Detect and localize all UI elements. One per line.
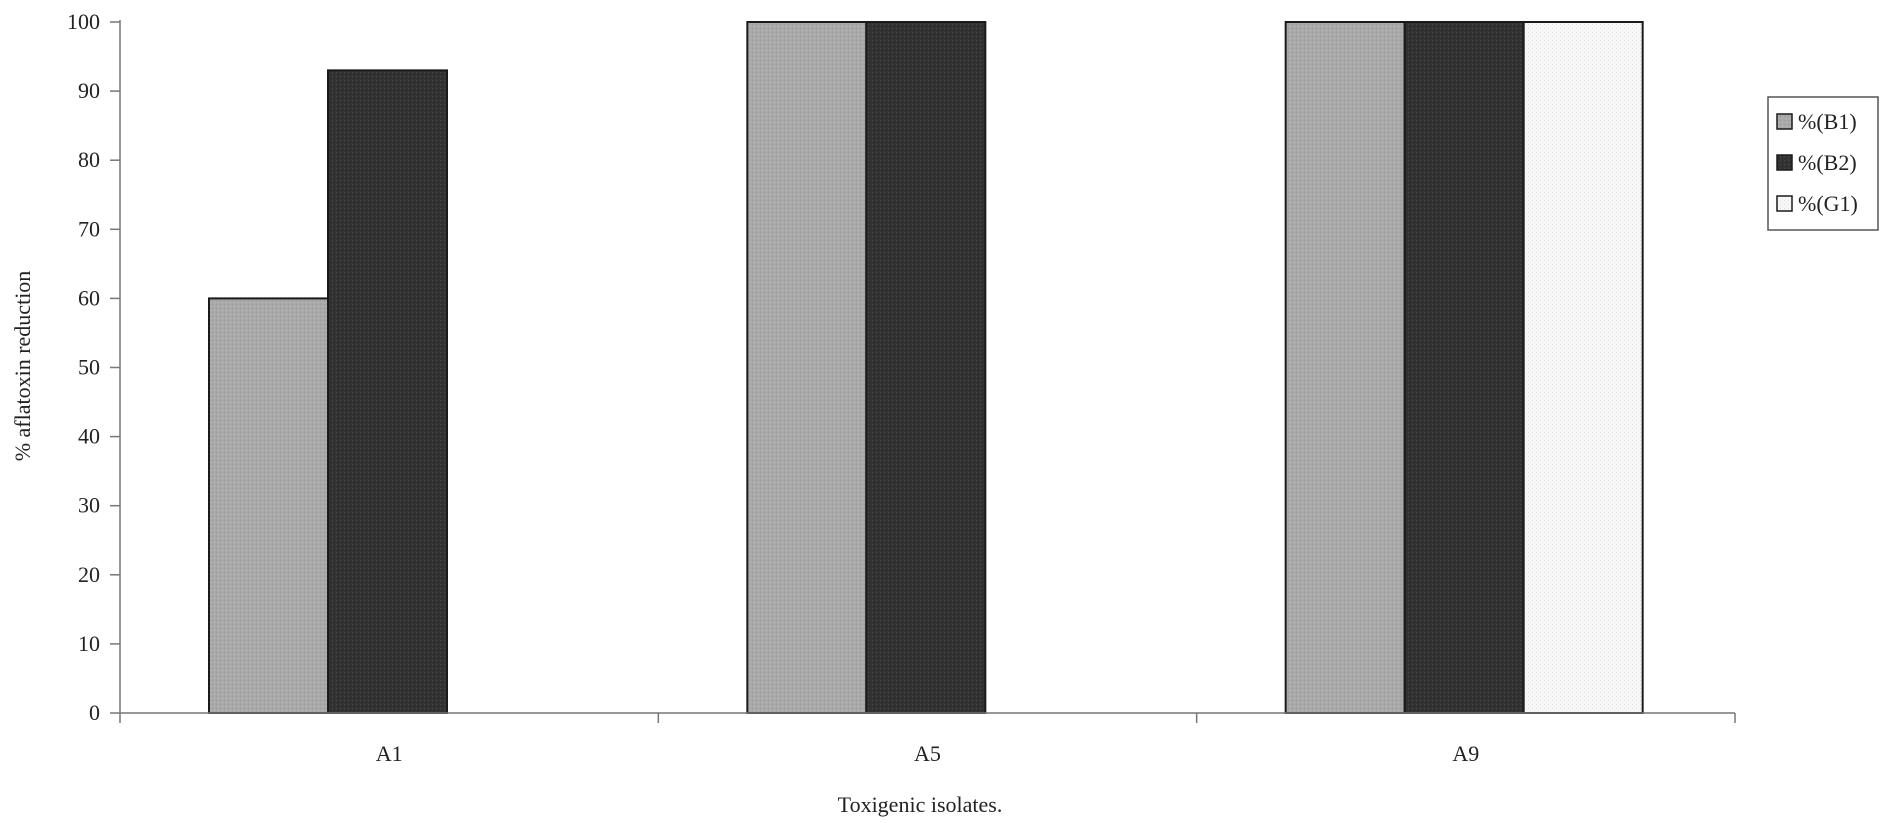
bar-a9-series-2 [1403,21,1525,714]
y-axis: 0 10 20 30 40 50 60 70 80 90 100 [67,9,121,725]
bar-a9-series-3 [1522,21,1644,714]
legend-label: %(G1) [1798,191,1858,216]
y-tick-label: 70 [78,216,100,241]
y-tick-label: 60 [78,285,100,310]
legend-label: %(B1) [1798,109,1857,134]
y-tick-label: 10 [78,631,100,656]
legend-swatch [1776,195,1793,212]
legend-swatch [1776,113,1793,130]
bar-a5-series-1 [746,21,868,714]
x-axis: A1 A5 A9 [119,712,1736,766]
bar-a5-series-2 [865,21,987,714]
bar-a9-series-1 [1284,21,1406,714]
y-tick-label: 80 [78,147,100,172]
bar-a1-series-1 [208,297,329,714]
y-tick-label: 50 [78,355,100,380]
legend-swatch [1776,154,1793,171]
x-tick-label: A5 [914,741,941,766]
y-tick-label: 90 [78,78,100,103]
legend: %(B1) %(B2) %(G1) [1767,96,1879,231]
x-tick-label: A9 [1452,741,1479,766]
y-tick-label: 100 [67,9,100,34]
y-axis-title: % aflatoxin reduction [10,271,35,462]
x-tick-label: A1 [376,741,403,766]
y-tick-label: 20 [78,562,100,587]
y-tick-label: 0 [89,700,100,725]
legend-label: %(B2) [1798,150,1857,175]
y-tick-label: 40 [78,424,100,449]
bar-a1-series-2 [327,69,448,715]
x-axis-title: Toxigenic isolates. [838,792,1003,817]
bars-layer [208,21,1644,715]
y-tick-label: 30 [78,493,100,518]
